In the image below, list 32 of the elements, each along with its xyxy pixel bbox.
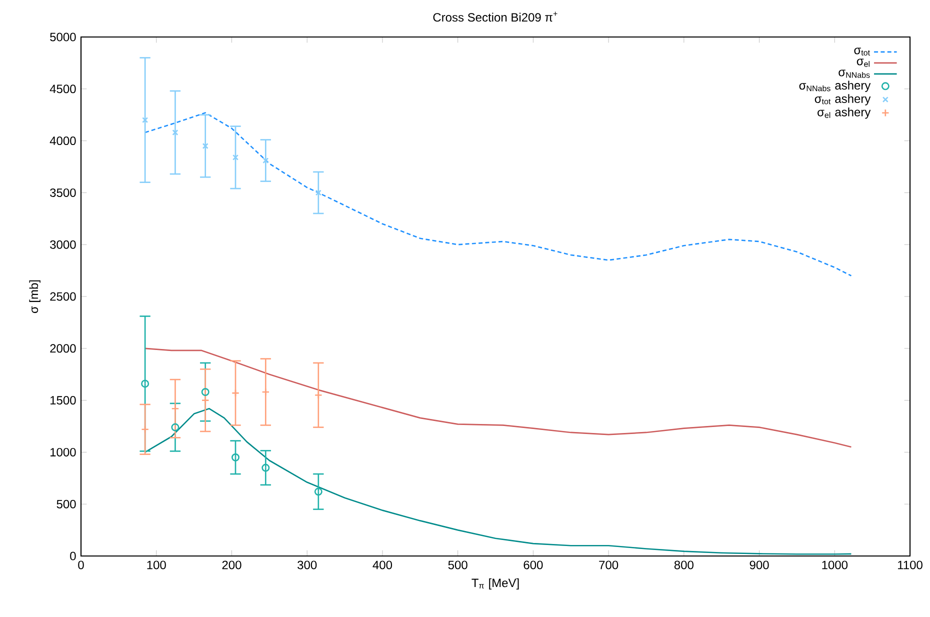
- x-tick-label: 500: [448, 560, 468, 570]
- y-tick-label: 4000: [50, 136, 76, 146]
- x-tick-label: 700: [599, 560, 618, 570]
- y-tick-label: 1500: [50, 396, 76, 405]
- x-axis-title: T$_{π}$ [MeV]: [472, 578, 519, 590]
- legend-label: σ$_{el}$ ashery: [818, 108, 871, 119]
- y-tick-label: 3500: [50, 188, 76, 197]
- y-tick-label: 2000: [50, 344, 76, 353]
- chart-title: Cross Section Bi209 π$^{+}$: [433, 12, 558, 22]
- x-tick-label: 200: [222, 560, 242, 570]
- y-tick-label: 4500: [50, 84, 76, 94]
- x-tick-label: 300: [298, 560, 317, 570]
- x-tick-label: 400: [372, 560, 392, 570]
- x-tick-label: 0: [78, 560, 84, 570]
- legend-label: σ$_{el}$: [856, 58, 870, 67]
- y-tick-label: 2500: [50, 292, 76, 301]
- y-tick-label: 0: [70, 552, 76, 560]
- legend-label: σ$_{NNabs}$: [838, 70, 870, 78]
- y-tick-label: 1000: [50, 448, 76, 456]
- x-tick-label: 1100: [898, 560, 922, 570]
- y-tick-label: 500: [56, 500, 76, 508]
- x-tick-label: 600: [524, 560, 543, 570]
- legend-label: σ$_{tot}$ ashery: [814, 94, 871, 106]
- x-tick-label: 800: [674, 560, 694, 570]
- x-tick-label: 900: [750, 560, 769, 570]
- y-tick-label: 3000: [50, 240, 76, 249]
- y-axis-title: σ [mb]: [29, 280, 40, 314]
- x-tick-label: 1000: [822, 560, 848, 570]
- legend-label: σ$_{tot}$: [854, 48, 870, 56]
- x-tick-label: 100: [147, 560, 166, 570]
- legend-label: σ$_{NNabs}$ ashery: [799, 80, 871, 92]
- y-tick-label: 5000: [50, 32, 76, 42]
